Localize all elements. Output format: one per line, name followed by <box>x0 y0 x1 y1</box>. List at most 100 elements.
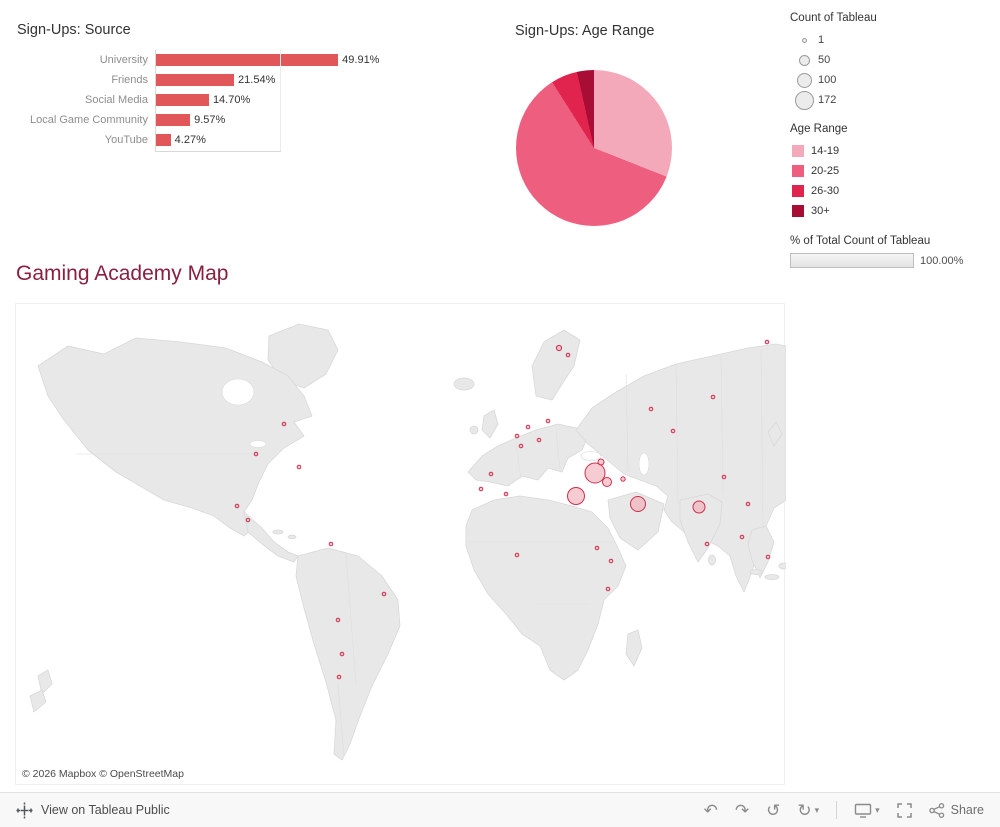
map-marker[interactable] <box>478 486 484 492</box>
color-legend-item[interactable]: 26-30 <box>790 181 996 201</box>
source-chart-title: Sign-Ups: Source <box>17 22 131 38</box>
map-marker[interactable] <box>536 437 542 443</box>
color-swatch-icon <box>792 205 804 217</box>
map-marker[interactable] <box>336 674 342 680</box>
map-marker[interactable] <box>488 471 494 477</box>
size-legend-item[interactable]: 50 <box>790 50 996 70</box>
refresh-glyph: ↻ <box>797 800 812 820</box>
pct-range-slider[interactable] <box>790 253 914 268</box>
map-marker[interactable] <box>630 496 646 512</box>
bar-row: Friends 21.54% <box>17 70 379 90</box>
bar-value-label: 49.91% <box>342 54 380 66</box>
share-label: Share <box>950 803 984 817</box>
size-legend-title: Count of Tableau <box>790 12 877 24</box>
size-legend: 1 50 100 172 <box>790 30 996 110</box>
map-marker[interactable] <box>518 443 524 449</box>
bar-mark[interactable] <box>155 94 209 106</box>
map-marker[interactable] <box>565 352 571 358</box>
color-legend-item[interactable]: 20-25 <box>790 161 996 181</box>
map-marker[interactable] <box>281 421 287 427</box>
map-marker[interactable] <box>608 558 614 564</box>
map-marker[interactable] <box>335 617 341 623</box>
map-marker[interactable] <box>514 433 520 439</box>
map-marker[interactable] <box>594 545 600 551</box>
size-circle-icon <box>790 72 818 88</box>
bar-value-label: 9.57% <box>194 114 226 126</box>
color-swatch-icon <box>792 185 804 197</box>
map-marker[interactable] <box>296 464 302 470</box>
replay-icon[interactable]: ↺ <box>766 800 781 820</box>
size-circle-icon <box>790 37 818 43</box>
age-chart-title: Sign-Ups: Age Range <box>515 23 655 39</box>
map-marker[interactable] <box>670 428 676 434</box>
display-options-icon[interactable]: ▾ <box>854 803 880 818</box>
map-marker[interactable] <box>692 500 706 514</box>
map-marker[interactable] <box>721 474 727 480</box>
map-marker[interactable] <box>328 541 334 547</box>
size-circle-icon <box>790 90 818 110</box>
pct-value-label: 100.00% <box>920 254 964 267</box>
color-legend-label: 30+ <box>811 205 830 217</box>
view-on-tableau-public-link[interactable]: View on Tableau Public <box>41 803 170 817</box>
size-legend-item[interactable]: 100 <box>790 70 996 90</box>
map-marker[interactable] <box>234 503 240 509</box>
map-marker[interactable] <box>381 591 387 597</box>
map-marker[interactable] <box>339 651 345 657</box>
size-legend-item[interactable]: 1 <box>790 30 996 50</box>
undo-icon[interactable]: ↶ <box>703 800 718 820</box>
world-map[interactable] <box>16 304 786 786</box>
bar-mark[interactable] <box>155 54 339 66</box>
map-marker[interactable] <box>739 534 745 540</box>
bar-mark[interactable] <box>155 74 235 86</box>
color-legend-item[interactable]: 14-19 <box>790 141 996 161</box>
map-marker[interactable] <box>597 458 605 466</box>
map-marker[interactable] <box>602 477 612 487</box>
map-marker[interactable] <box>514 552 520 558</box>
bar-value-label: 14.70% <box>212 94 251 106</box>
map-marker[interactable] <box>620 476 626 482</box>
color-legend-label: 14-19 <box>811 145 840 157</box>
tableau-logo-icon <box>16 802 33 819</box>
bar-mark[interactable] <box>155 114 191 126</box>
bar-chart-baseline <box>155 151 281 152</box>
map-marker[interactable] <box>710 394 716 400</box>
share-button[interactable]: Share <box>928 802 984 818</box>
map-marker[interactable] <box>764 339 770 345</box>
age-legend-title: Age Range <box>790 123 848 135</box>
redo-icon[interactable]: ↷ <box>734 800 750 820</box>
fullscreen-icon[interactable] <box>896 802 912 818</box>
tableau-public-toolbar: View on Tableau Public ↶ ↷ ↺ ↻ ▾ ▾ <box>0 792 1000 827</box>
map-marker[interactable] <box>605 586 611 592</box>
map-marker[interactable] <box>648 406 654 412</box>
map-marker[interactable] <box>704 541 710 547</box>
map-marker[interactable] <box>745 501 751 507</box>
size-legend-label: 50 <box>818 54 831 66</box>
color-legend-label: 20-25 <box>811 165 840 177</box>
map-marker[interactable] <box>567 487 585 505</box>
color-legend-item[interactable]: 30+ <box>790 201 996 221</box>
bar-row: Social Media 14.70% <box>17 90 379 110</box>
bar-category-label: YouTube <box>104 134 148 146</box>
age-legend: 14-19 20-25 26-30 30+ <box>790 141 996 221</box>
map-marker[interactable] <box>584 462 606 484</box>
age-pie-chart[interactable] <box>516 70 672 226</box>
bar-mark[interactable] <box>155 134 171 146</box>
bar-category-label: University <box>99 54 148 66</box>
size-legend-label: 172 <box>818 94 837 106</box>
map-marker[interactable] <box>525 424 531 430</box>
bar-category-label: Social Media <box>85 94 148 106</box>
map-attribution[interactable]: © 2026 Mapbox © OpenStreetMap <box>22 768 184 780</box>
map-marker[interactable] <box>503 491 509 497</box>
map-marker[interactable] <box>765 554 771 560</box>
map-marker[interactable] <box>253 451 259 457</box>
share-icon <box>928 802 944 818</box>
chevron-down-icon: ▾ <box>875 804 880 815</box>
map-marker[interactable] <box>545 418 551 424</box>
map-marker[interactable] <box>245 517 251 523</box>
size-legend-item[interactable]: 172 <box>790 90 996 110</box>
map-view[interactable]: © 2026 Mapbox © OpenStreetMap <box>15 303 786 786</box>
bar-value-label: 21.54% <box>238 74 276 86</box>
map-marker[interactable] <box>555 344 563 352</box>
refresh-icon[interactable]: ↻ ▾ <box>797 802 819 819</box>
color-swatch-icon <box>792 165 804 177</box>
